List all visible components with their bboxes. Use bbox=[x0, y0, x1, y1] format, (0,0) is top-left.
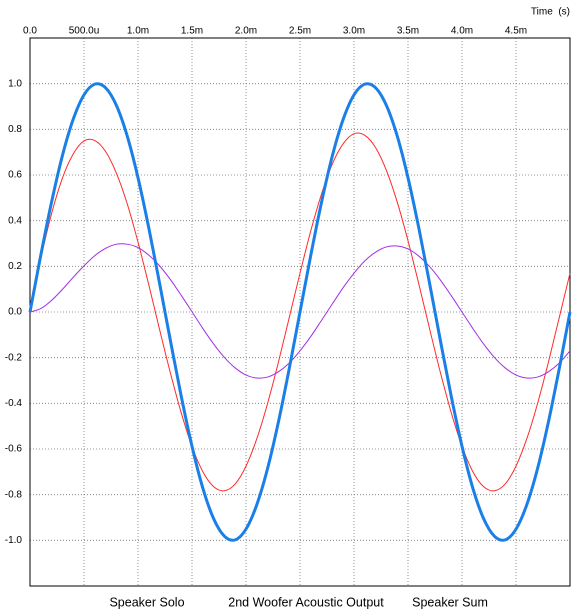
y-tick-label: -0.4 bbox=[5, 398, 23, 409]
y-tick-label: -0.6 bbox=[5, 444, 23, 455]
x-tick-label: 4.5m bbox=[505, 26, 527, 37]
y-tick-label: 0.2 bbox=[8, 261, 22, 272]
x-tick-label: 2.0m bbox=[235, 26, 257, 37]
x-tick-label: 1.0m bbox=[127, 26, 149, 37]
legend-entry: Speaker Sum bbox=[412, 595, 488, 609]
y-tick-label: -0.2 bbox=[5, 352, 23, 363]
x-tick-label: 1.5m bbox=[181, 26, 203, 37]
x-axis-label: Time (s) bbox=[531, 7, 570, 18]
series-line bbox=[29, 132, 571, 492]
series-line bbox=[29, 243, 571, 379]
y-tick-label: 0.8 bbox=[8, 124, 22, 135]
y-tick-label: -0.8 bbox=[5, 489, 23, 500]
x-tick-label: 3.5m bbox=[397, 26, 419, 37]
x-tick-label: 3.0m bbox=[343, 26, 365, 37]
legend-entry: 2nd Woofer Acoustic Output bbox=[228, 595, 384, 609]
x-tick-label: 500.0u bbox=[69, 26, 100, 37]
y-tick-label: -1.0 bbox=[5, 535, 23, 546]
y-tick-label: 0.0 bbox=[8, 307, 22, 318]
y-tick-label: 0.4 bbox=[8, 215, 22, 226]
series-line bbox=[28, 82, 572, 542]
y-tick-label: 1.0 bbox=[8, 78, 22, 89]
legend-entry: Speaker Solo bbox=[109, 595, 184, 609]
x-tick-label: 4.0m bbox=[451, 26, 473, 37]
y-tick-label: 0.6 bbox=[8, 170, 22, 181]
x-tick-label: 0.0 bbox=[23, 26, 37, 37]
x-tick-label: 2.5m bbox=[289, 26, 311, 37]
